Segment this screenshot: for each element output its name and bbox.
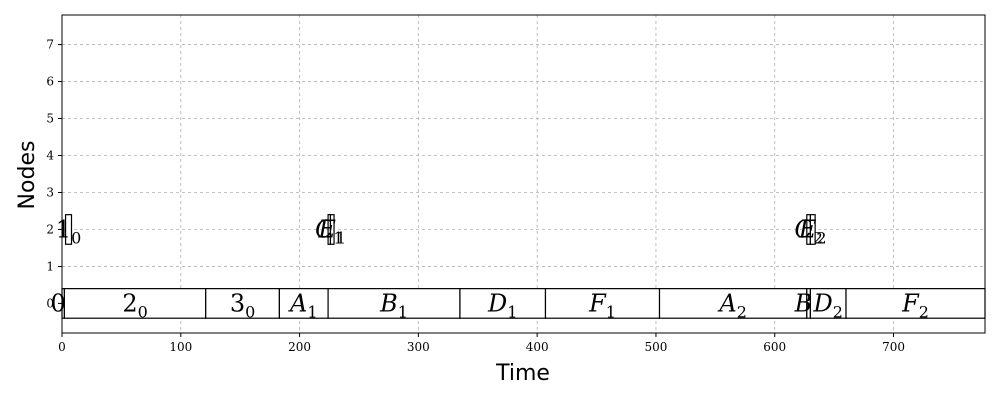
task-bar (64, 214, 73, 245)
y-tick-label: 3 (46, 185, 54, 199)
ticks: 0 100 200 300 400 500 600 700 0 1 2 3 4 5 6 7 (46, 38, 905, 354)
task-label: E1 (317, 215, 346, 247)
task-bar (63, 288, 207, 319)
task-bar (809, 288, 847, 319)
x-tick-label: 500 (644, 340, 667, 354)
x-tick-label: 100 (169, 340, 192, 354)
y-axis-title: Nodes (15, 141, 40, 210)
task-bar (329, 214, 335, 245)
y-tick-label: 2 (46, 222, 54, 236)
x-tick-label: 400 (526, 340, 549, 354)
y-tick-label: 0 (46, 296, 54, 310)
task-bar (809, 214, 816, 245)
x-tick-label: 0 (58, 340, 66, 354)
y-tick-label: 4 (46, 149, 54, 163)
x-axis-title: Time (495, 361, 550, 386)
task-label: 30 (230, 289, 255, 321)
x-tick-label: 200 (288, 340, 311, 354)
task-label: E2 (798, 215, 827, 247)
task-bar (658, 288, 808, 319)
y-tick-label: 5 (46, 112, 54, 126)
task-label: C1 (315, 215, 344, 247)
x-tick-label: 700 (882, 340, 905, 354)
task-label: C2 (794, 215, 823, 247)
x-tick-label: 300 (407, 340, 430, 354)
grid (61, 15, 985, 333)
y-tick-label: 7 (46, 38, 54, 52)
task-label: 10 (56, 215, 81, 247)
task-bars: 00102030A1C1E1B1D1F1A2C2E2B2D2F2 (50, 214, 986, 321)
x-tick-label: 600 (763, 340, 786, 354)
y-tick-label: 6 (46, 75, 54, 89)
plot-frame (61, 14, 986, 334)
task-bar (459, 288, 547, 319)
y-tick-label: 1 (46, 259, 54, 273)
